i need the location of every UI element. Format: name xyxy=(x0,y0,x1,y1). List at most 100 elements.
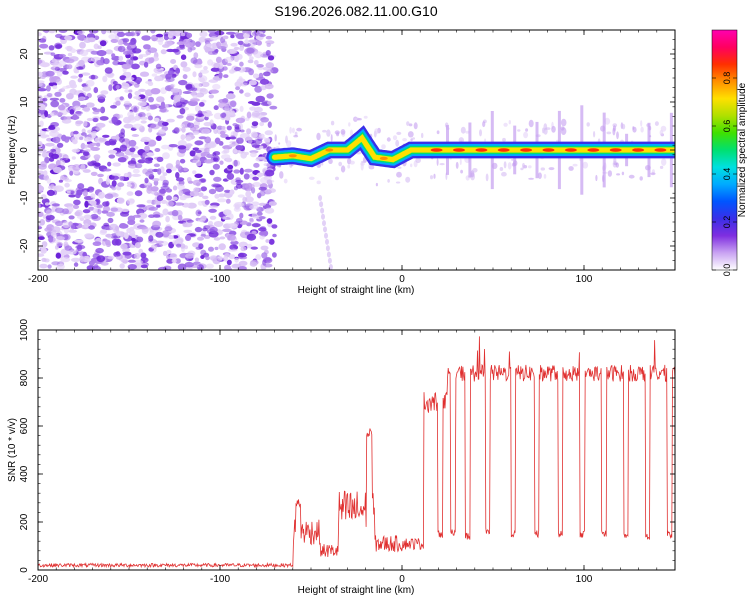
signal-halo-speckle xyxy=(613,157,617,164)
spectrogram-x-tick-label: -200 xyxy=(28,274,48,285)
noise-speckle xyxy=(218,193,226,198)
noise-speckle xyxy=(145,171,154,177)
noise-speckle xyxy=(55,236,65,241)
noise-speckle xyxy=(43,51,53,55)
signal-halo-speckle xyxy=(479,129,482,137)
noise-speckle xyxy=(204,116,209,121)
noise-speckle xyxy=(119,136,125,143)
noise-speckle xyxy=(66,93,74,100)
signal-halo-speckle xyxy=(348,122,351,127)
signal-halo-speckle xyxy=(335,176,339,181)
noise-speckle xyxy=(264,83,274,90)
noise-speckle xyxy=(265,239,270,243)
signal-halo-speckle xyxy=(551,125,556,133)
noise-speckle xyxy=(162,208,169,216)
noise-speckle xyxy=(177,214,183,221)
noise-speckle xyxy=(43,170,48,177)
noise-speckle xyxy=(82,151,90,156)
noise-speckle xyxy=(205,255,210,261)
noise-speckle xyxy=(186,32,193,39)
snr-y-tick-label: 1000 xyxy=(19,318,30,341)
noise-speckle xyxy=(103,222,110,227)
signal-halo-speckle xyxy=(639,176,643,181)
signal-halo-speckle xyxy=(632,126,635,130)
spectrogram-x-tick-label: -100 xyxy=(210,274,230,285)
noise-speckle xyxy=(198,102,205,107)
noise-speckle xyxy=(117,45,126,53)
signal-halo-speckle xyxy=(460,169,463,174)
noise-speckle xyxy=(82,169,91,173)
signal-halo-speckle xyxy=(386,137,391,142)
noise-speckle xyxy=(180,243,186,249)
noise-speckle xyxy=(244,39,250,45)
noise-speckle xyxy=(150,88,161,95)
signal-halo-speckle xyxy=(279,171,284,179)
noise-speckle xyxy=(168,144,178,148)
noise-speckle xyxy=(134,83,140,88)
noise-speckle xyxy=(251,121,259,127)
signal-halo-speckle xyxy=(507,162,512,170)
faint-tail-speckle xyxy=(327,257,332,264)
noise-speckle xyxy=(194,149,202,153)
noise-speckle xyxy=(264,169,275,177)
noise-speckle xyxy=(176,243,182,248)
signal-halo-speckle xyxy=(349,160,355,165)
signal-halo-speckle xyxy=(395,139,400,147)
signal-halo-speckle xyxy=(482,121,486,128)
noise-speckle xyxy=(195,209,202,217)
noise-speckle xyxy=(40,194,47,200)
noise-speckle xyxy=(77,33,85,41)
noise-speckle xyxy=(208,188,217,195)
noise-speckle xyxy=(179,108,186,115)
noise-speckle xyxy=(229,223,238,229)
snr-y-tick-label: 800 xyxy=(19,369,30,386)
noise-speckle xyxy=(158,129,166,134)
noise-speckle xyxy=(62,70,69,75)
noise-speckle xyxy=(204,159,214,164)
noise-speckle xyxy=(175,172,180,179)
noise-speckle xyxy=(207,141,217,149)
noise-speckle xyxy=(74,211,81,217)
signal-halo-speckle xyxy=(347,164,351,169)
noise-speckle xyxy=(182,66,191,72)
noise-speckle xyxy=(110,175,120,180)
signal-halo-speckle xyxy=(508,120,511,125)
snr-y-tick-label: 0 xyxy=(19,567,30,573)
noise-speckle xyxy=(247,101,256,104)
signal-halo-speckle xyxy=(293,135,299,138)
noise-speckle xyxy=(131,173,141,177)
signal-halo-speckle xyxy=(503,161,507,169)
noise-speckle xyxy=(55,44,63,49)
noise-speckle xyxy=(56,242,63,247)
signal-halo-speckle xyxy=(560,118,567,127)
noise-speckle xyxy=(189,150,196,157)
noise-speckle xyxy=(192,94,198,99)
noise-speckle xyxy=(151,244,158,250)
noise-speckle xyxy=(258,227,267,232)
noise-speckle xyxy=(134,90,141,96)
noise-speckle xyxy=(38,253,45,257)
noise-speckle xyxy=(173,95,183,102)
noise-speckle xyxy=(110,206,119,213)
signal-halo-speckle xyxy=(628,174,635,179)
faint-tail-speckle xyxy=(318,195,323,201)
signal-halo-speckle xyxy=(459,158,462,165)
noise-speckle xyxy=(204,199,210,205)
noise-speckle xyxy=(260,245,269,251)
noise-speckle xyxy=(72,114,78,120)
noise-speckle xyxy=(173,127,180,134)
noise-speckle xyxy=(259,234,265,240)
noise-speckle xyxy=(81,132,87,136)
noise-speckle xyxy=(224,56,234,63)
noise-speckle xyxy=(162,250,168,257)
noise-speckle xyxy=(46,178,52,184)
noise-speckle xyxy=(170,166,177,171)
signal-peak-blob xyxy=(475,148,488,152)
noise-speckle xyxy=(127,259,136,263)
noise-speckle xyxy=(166,258,174,264)
noise-speckle xyxy=(118,223,129,229)
noise-speckle xyxy=(272,252,277,258)
noise-speckle xyxy=(63,177,69,181)
signal-halo-speckle xyxy=(392,135,398,141)
noise-speckle xyxy=(269,105,278,110)
